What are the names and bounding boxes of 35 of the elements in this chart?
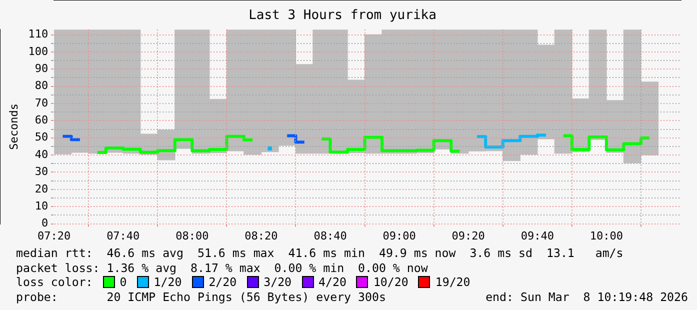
chart-title: Last 3 Hours from yurika <box>248 8 436 24</box>
x-tick-label: 07:20 <box>38 229 71 242</box>
y-tick-label: 70 <box>34 96 48 110</box>
x-tick-label: 09:00 <box>382 229 416 242</box>
y-tick-label: 80 <box>34 79 48 92</box>
text: median rtt: 46.6 ms avg 51.6 ms max 41.6 ms min 49.9 ms now 3.6 ms sd 13.1 am/s <box>16 246 624 261</box>
y-tick-label: 40 <box>34 148 48 161</box>
y-tick-label: 30 <box>34 165 48 178</box>
legend-label: 1/20 <box>154 275 182 290</box>
x-tick-label: 10:00 <box>590 229 623 242</box>
legend-title: loss color: <box>16 275 93 290</box>
y-tick-label: 90 <box>34 62 48 75</box>
legend-label: 2/20 <box>208 275 237 290</box>
text: probe: 20 ICMP Echo Pings (56 Bytes) every 300s <box>16 290 386 304</box>
y-tick-label: 10 <box>34 199 48 212</box>
x-tick-label: 08:20 <box>244 229 278 242</box>
x-tick-label: 08:40 <box>314 229 347 242</box>
y-tick-label: 50 <box>34 130 48 144</box>
x-tick-label: 09:20 <box>452 229 485 242</box>
legend-label: 19/20 <box>435 275 470 290</box>
x-tick-label: 07:40 <box>106 229 140 242</box>
x-tick-label: 09:40 <box>520 229 554 242</box>
y-axis-title: Seconds <box>7 104 20 150</box>
y-tick-label: 110 <box>28 28 48 41</box>
y-tick-label: 60 <box>34 114 48 127</box>
legend-label: 10/20 <box>373 275 408 290</box>
legend-label: 0 <box>120 275 127 290</box>
y-tick-label: 100 <box>28 44 48 58</box>
y-tick-label: 0 <box>41 216 48 230</box>
text: packet loss: 1.36 % avg 8.17 % max 0.00 % min 0.00 % now <box>16 260 429 276</box>
legend-label: 4/20 <box>318 275 346 290</box>
legend-label: 3/20 <box>264 275 292 290</box>
y-tick-label: 20 <box>34 182 48 196</box>
text: end: Sun Mar 8 10:19:48 2026 <box>486 290 688 304</box>
x-tick-label: 08:00 <box>176 229 209 242</box>
